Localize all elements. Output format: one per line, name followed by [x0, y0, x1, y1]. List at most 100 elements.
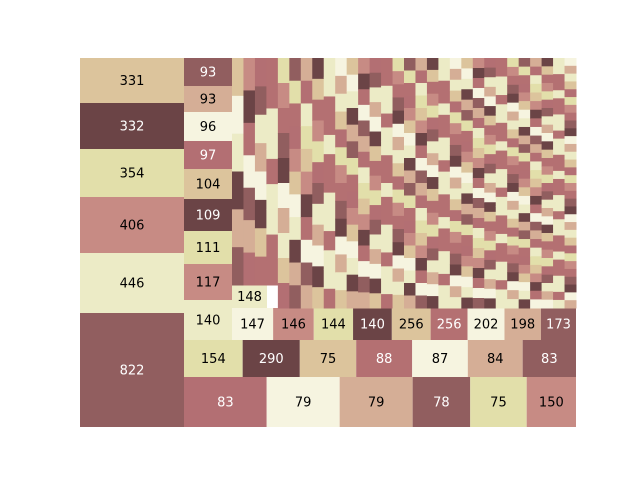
treemap-cell-unlabeled — [404, 295, 416, 309]
treemap-cell-unlabeled — [564, 237, 577, 246]
treemap-cell-unlabeled — [530, 178, 543, 188]
treemap-cell-unlabeled — [335, 111, 348, 130]
treemap-cell-unlabeled — [472, 128, 485, 139]
treemap-cell-unlabeled — [300, 126, 313, 150]
treemap-cell-unlabeled — [369, 58, 382, 74]
treemap-cell-unlabeled — [358, 89, 371, 106]
treemap-cell-unlabeled — [564, 73, 577, 82]
treemap-cell-unlabeled — [564, 284, 577, 293]
treemap-cell-unlabeled — [254, 256, 267, 286]
treemap-cell-unlabeled — [415, 70, 428, 84]
cell-value-label: 144 — [321, 318, 346, 333]
treemap-cell-labeled — [266, 377, 340, 427]
treemap-cell-unlabeled — [254, 114, 267, 144]
treemap-cell-unlabeled — [518, 126, 531, 137]
treemap-cell-unlabeled — [495, 58, 508, 68]
treemap-cell-unlabeled — [530, 170, 543, 180]
treemap-cell-unlabeled — [541, 99, 554, 109]
treemap-cell-unlabeled — [335, 183, 348, 202]
treemap-cell-unlabeled — [415, 220, 428, 234]
treemap-cell-unlabeled — [438, 171, 451, 184]
treemap-cell-unlabeled — [564, 97, 577, 106]
treemap-cell-unlabeled — [415, 58, 428, 71]
treemap-cell-unlabeled — [449, 286, 462, 298]
treemap-cell-unlabeled — [266, 58, 279, 84]
treemap-cell-unlabeled — [426, 200, 439, 214]
treemap-cell-unlabeled — [518, 256, 531, 266]
treemap-cell-unlabeled — [507, 254, 520, 264]
treemap-cell-unlabeled — [404, 83, 416, 96]
treemap-cell-unlabeled — [369, 160, 382, 177]
treemap-cell-unlabeled — [461, 172, 474, 184]
treemap-cell-unlabeled — [289, 148, 302, 173]
treemap-cell-unlabeled — [518, 170, 531, 180]
treemap-cell-unlabeled — [518, 58, 531, 68]
treemap-cell-unlabeled — [404, 120, 416, 134]
treemap-cell-unlabeled — [404, 145, 416, 159]
treemap-cell-unlabeled — [507, 191, 520, 202]
treemap-cell-unlabeled — [404, 108, 416, 121]
treemap-cell-unlabeled — [346, 74, 359, 92]
treemap-cell-unlabeled — [553, 122, 566, 132]
treemap-cell-unlabeled — [495, 206, 508, 216]
cell-value-label: 78 — [433, 396, 450, 411]
treemap-cell-unlabeled — [289, 217, 302, 241]
treemap-cell-unlabeled — [426, 129, 439, 142]
treemap-cell-unlabeled — [312, 162, 325, 184]
treemap-cell-unlabeled — [449, 199, 462, 211]
treemap-cell-labeled — [80, 103, 184, 149]
treemap-cell-unlabeled — [415, 295, 428, 309]
treemap-cell-unlabeled — [392, 97, 405, 112]
treemap-cell-unlabeled — [472, 208, 485, 219]
treemap-cell-unlabeled — [232, 247, 244, 286]
treemap-cell-labeled — [184, 377, 267, 427]
cell-value-label: 93 — [200, 93, 217, 108]
treemap-cell-unlabeled — [415, 233, 428, 246]
treemap-cell-unlabeled — [312, 245, 325, 267]
treemap-cell-unlabeled — [553, 98, 566, 107]
treemap-cell-unlabeled — [312, 58, 325, 80]
cell-value-label: 256 — [437, 318, 462, 333]
treemap-cell-unlabeled — [484, 173, 497, 184]
treemap-cell-unlabeled — [438, 205, 451, 218]
treemap-cell-unlabeled — [392, 294, 405, 309]
treemap-cell-unlabeled — [404, 195, 416, 209]
treemap-cell-unlabeled — [381, 280, 394, 295]
treemap-cell-unlabeled — [346, 158, 359, 176]
treemap-cell-unlabeled — [530, 126, 543, 137]
treemap-cell-unlabeled — [300, 148, 313, 173]
treemap-cell-unlabeled — [461, 235, 474, 246]
treemap-cell-unlabeled — [277, 158, 290, 184]
treemap-cell-unlabeled — [484, 211, 497, 222]
cell-value-label: 93 — [200, 66, 217, 81]
treemap-cell-unlabeled — [541, 233, 554, 242]
treemap-cell-unlabeled — [438, 114, 451, 127]
cell-value-label: 96 — [200, 120, 217, 135]
treemap-cell-labeled — [313, 308, 354, 340]
treemap-cell-unlabeled — [472, 68, 485, 79]
treemap-cell-unlabeled — [449, 134, 462, 146]
treemap-cell-unlabeled — [300, 80, 313, 104]
cell-value-label: 79 — [368, 396, 385, 411]
treemap-cell-unlabeled — [461, 203, 474, 215]
treemap-cell-unlabeled — [564, 229, 577, 239]
treemap-cell-unlabeled — [369, 219, 382, 235]
treemap-cell-unlabeled — [449, 90, 462, 102]
treemap-cell-unlabeled — [484, 58, 497, 69]
treemap-cell-unlabeled — [346, 141, 359, 159]
treemap-cell-unlabeled — [254, 86, 267, 116]
treemap-cell-unlabeled — [381, 169, 394, 184]
treemap-cell-unlabeled — [507, 272, 520, 282]
treemap-cell-unlabeled — [369, 293, 382, 309]
treemap-cell-unlabeled — [277, 108, 290, 134]
treemap-cell-unlabeled — [277, 58, 290, 84]
treemap-cell-unlabeled — [484, 144, 497, 155]
treemap-cell-unlabeled — [484, 202, 497, 213]
treemap-cell-unlabeled — [312, 141, 325, 163]
treemap-cell-unlabeled — [472, 198, 485, 209]
treemap-cell-unlabeled — [266, 259, 279, 286]
treemap-cell-unlabeled — [564, 143, 577, 153]
treemap-cell-unlabeled — [404, 158, 416, 171]
treemap-cell-unlabeled — [461, 245, 474, 257]
treemap-cell-unlabeled — [438, 160, 451, 173]
